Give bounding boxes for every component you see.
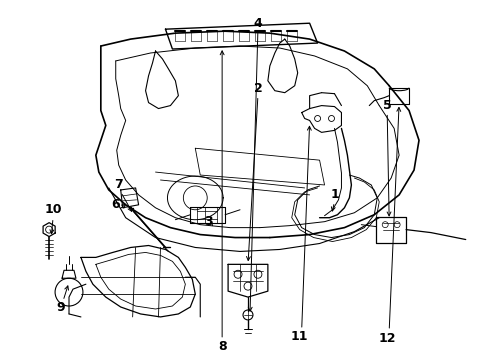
- Text: 8: 8: [218, 340, 226, 353]
- Text: 4: 4: [253, 17, 262, 30]
- Text: 9: 9: [57, 301, 65, 314]
- Text: 2: 2: [253, 82, 262, 95]
- Text: 11: 11: [291, 330, 308, 343]
- Text: 12: 12: [378, 332, 396, 345]
- Text: 3: 3: [204, 215, 213, 228]
- Text: 1: 1: [330, 188, 339, 201]
- Text: 5: 5: [383, 99, 392, 112]
- Text: 10: 10: [44, 203, 62, 216]
- Text: 6: 6: [111, 198, 120, 211]
- Text: 7: 7: [114, 179, 123, 192]
